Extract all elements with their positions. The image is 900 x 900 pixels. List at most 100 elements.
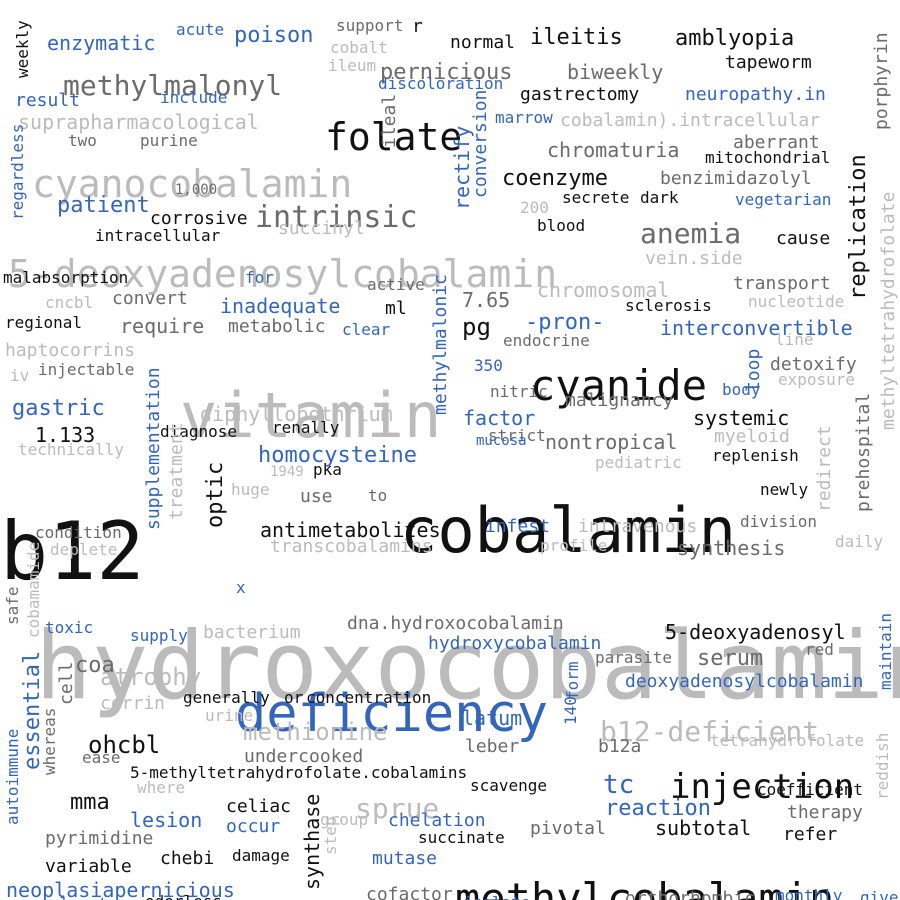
cloud-word: pernicious bbox=[380, 60, 513, 85]
cloud-word: renally bbox=[272, 418, 340, 437]
cloud-word: cncbl bbox=[45, 293, 94, 312]
cloud-word: body bbox=[722, 380, 761, 399]
cloud-word: ileitis bbox=[530, 25, 623, 50]
cloud-word: clear bbox=[342, 320, 391, 339]
cloud-word: monthly bbox=[775, 886, 843, 900]
cloud-word: enzymatic bbox=[47, 31, 156, 55]
cloud-word: b12 bbox=[0, 505, 145, 598]
cloud-word: cyanocobalamin bbox=[32, 162, 353, 206]
cloud-word: methylcobalamin bbox=[455, 874, 835, 900]
cloud-word: odorless bbox=[145, 894, 222, 900]
cloud-word: nontropical bbox=[545, 430, 678, 454]
cloud-word: generally bbox=[183, 688, 270, 707]
cloud-word: transcobalamins bbox=[270, 536, 433, 557]
cloud-word: mma bbox=[70, 790, 110, 815]
cloud-word: loop bbox=[743, 348, 764, 392]
cloud-word: methylmalonyl bbox=[63, 69, 283, 102]
cloud-word: cobalamin).intracellular bbox=[560, 110, 821, 131]
cloud-word: parasite bbox=[595, 648, 673, 667]
cloud-word: regardless bbox=[8, 123, 27, 220]
cloud-word: mitochondrial bbox=[705, 148, 831, 167]
cloud-word: toxic bbox=[45, 618, 94, 637]
cloud-word: lesion bbox=[130, 808, 203, 832]
cloud-word: neoplasiapernicious bbox=[6, 878, 235, 900]
cloud-word: r bbox=[412, 16, 423, 37]
cloud-word: safe bbox=[3, 586, 22, 625]
cloud-word: replication bbox=[846, 154, 871, 300]
cloud-word: acute bbox=[176, 20, 225, 39]
cloud-word: bacterium bbox=[203, 622, 301, 643]
cloud-word: suprapharmacological bbox=[18, 110, 259, 134]
cloud-word: step bbox=[321, 816, 340, 855]
cloud-word: purine bbox=[140, 131, 198, 150]
cloud-word: coenzyme bbox=[502, 166, 608, 191]
cloud-word: injection bbox=[670, 767, 855, 807]
cloud-word: active bbox=[367, 275, 425, 294]
cloud-word: maintain bbox=[876, 612, 895, 690]
cloud-word: 7.65 bbox=[462, 288, 511, 312]
cloud-word: ml bbox=[385, 298, 407, 319]
cloud-word: redirect bbox=[814, 425, 835, 512]
cloud-word: vein.side bbox=[645, 248, 743, 269]
cloud-word: cause bbox=[776, 228, 831, 249]
cloud-word: metabolic bbox=[228, 316, 326, 337]
cloud-word: damage bbox=[232, 846, 290, 865]
cloud-word: biweekly bbox=[567, 60, 664, 84]
cloud-word: nitric bbox=[490, 382, 548, 401]
cloud-word: urine bbox=[205, 706, 254, 725]
cloud-word: chromosomal bbox=[537, 278, 670, 302]
cloud-word: replenish bbox=[712, 446, 799, 465]
cloud-word: coefficient bbox=[757, 780, 863, 799]
cloud-word: tapeworm bbox=[725, 52, 812, 73]
cloud-word: ohcbl bbox=[88, 731, 161, 759]
cloud-word: concentration bbox=[306, 688, 432, 707]
cloud-word: endocrine bbox=[503, 331, 590, 350]
cloud-word: chebi bbox=[160, 848, 215, 869]
cloud-word: exposure bbox=[778, 370, 856, 389]
cloud-word: succinate bbox=[418, 828, 505, 847]
cloud-word: whereas bbox=[40, 707, 59, 775]
cloud-word: newly bbox=[760, 480, 809, 499]
cloud-word: therapy bbox=[787, 802, 863, 823]
cloud-word: porphyrin bbox=[871, 32, 892, 130]
cloud-word: intravenous bbox=[578, 516, 698, 537]
cloud-word: pyrimidine bbox=[45, 828, 154, 849]
cloud-word: cobamamide bbox=[24, 541, 43, 638]
cloud-word: supplementation bbox=[143, 367, 164, 530]
cloud-word: intracellular bbox=[95, 226, 221, 245]
cloud-word: chelation bbox=[388, 810, 486, 831]
cloud-word: scavenge bbox=[470, 776, 548, 795]
cloud-word: condition bbox=[35, 523, 122, 542]
cloud-word: atrophy bbox=[100, 663, 202, 691]
cloud-word: result bbox=[15, 90, 81, 111]
cloud-word: synthesis bbox=[677, 536, 786, 560]
cloud-word: huge bbox=[231, 480, 270, 499]
cloud-word: ileum bbox=[328, 56, 377, 75]
cloud-word: leber bbox=[465, 736, 520, 757]
cloud-word: technically bbox=[18, 440, 124, 459]
cloud-word: daily bbox=[835, 532, 884, 551]
cloud-word: serum bbox=[697, 646, 764, 671]
cloud-word: cobalamin bbox=[400, 494, 736, 567]
cloud-word: cyanide bbox=[530, 361, 708, 410]
cloud-word: aberrant bbox=[733, 132, 820, 153]
cloud-word: isolate bbox=[463, 895, 530, 900]
cloud-word: autoimmune bbox=[3, 728, 22, 825]
cloud-word: ease bbox=[82, 748, 121, 767]
cloud-word: strict bbox=[488, 426, 546, 445]
cloud-word: iv bbox=[10, 366, 30, 385]
cloud-word: b12-deficient bbox=[600, 715, 820, 748]
cloud-word: mucosa bbox=[476, 433, 527, 449]
cloud-word: deoxyadenosylcobalamin bbox=[625, 671, 864, 692]
cloud-word: 5-methyltetrahydrofolate.cobalamins bbox=[130, 763, 468, 782]
cloud-word: latum bbox=[462, 706, 523, 730]
cloud-word: b12a bbox=[598, 736, 642, 757]
cloud-word: marrow bbox=[495, 108, 553, 127]
cloud-word: orthorhombic bbox=[625, 888, 756, 900]
cloud-word: weekly bbox=[13, 20, 32, 78]
cloud-word: detoxify bbox=[770, 354, 857, 375]
cloud-word: chromaturia bbox=[547, 138, 680, 162]
cloud-word: patient bbox=[57, 193, 150, 218]
cloud-word: reaction bbox=[605, 796, 711, 821]
